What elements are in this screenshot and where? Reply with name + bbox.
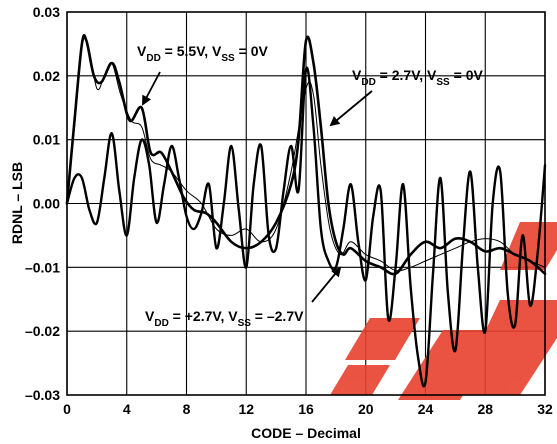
annotation-label: VDD​ = 5.5V, VSS​ = 0V — [137, 43, 268, 64]
annotations: VDD​ = 5.5V, VSS​ = 0V VDD​ = 2.7V, VSS​ … — [137, 43, 483, 329]
annotation-arrow — [142, 71, 161, 106]
y-tick-label: 0.03 — [33, 4, 60, 20]
watermark-logo — [330, 222, 557, 400]
y-tick-label: –0.01 — [25, 259, 60, 275]
annotation-arrow — [311, 266, 342, 303]
series-line-1 — [65, 34, 547, 276]
x-tick-label: 4 — [123, 401, 131, 417]
y-tick-label: –0.03 — [25, 387, 60, 403]
x-axis-title: CODE – Decimal — [251, 425, 361, 441]
watermark-shape — [345, 318, 420, 360]
y-tick-label: 0.02 — [33, 68, 60, 84]
x-tick-label: 20 — [358, 401, 374, 417]
annotation-label: VDD​ = +2.7V, VSS​ = –2.7V — [145, 308, 304, 329]
plot-frame — [66, 11, 546, 396]
x-tick-label: 24 — [418, 401, 434, 417]
x-tick-label: 16 — [298, 401, 314, 417]
annotation-label: VDD​ = 2.7V, VSS​ = 0V — [352, 67, 483, 88]
y-tick-label: 0.00 — [33, 196, 60, 212]
annotation-2: VDD​ = 2.7V, VSS​ = 0V — [329, 67, 483, 127]
y-axis-title: RDNL – LSB — [9, 162, 25, 244]
annotation-arrow — [329, 90, 373, 127]
y-tick-label: –0.02 — [25, 323, 60, 339]
watermark-shape — [500, 222, 557, 270]
series-layer — [65, 34, 547, 388]
watermark-shape — [455, 300, 557, 395]
x-tick-label: 12 — [238, 401, 254, 417]
y-tick-label: 0.01 — [33, 132, 60, 148]
x-tick-label: 28 — [477, 401, 493, 417]
watermark-shape — [330, 365, 390, 395]
annotation-3: VDD​ = +2.7V, VSS​ = –2.7V — [145, 266, 342, 329]
x-tick-label: 32 — [537, 401, 553, 417]
annotation-1: VDD​ = 5.5V, VSS​ = 0V — [137, 43, 268, 106]
x-tick-label: 0 — [63, 401, 71, 417]
tick-labels: 0 4 8 12 16 20 24 28 32 0.03 0.02 0.01 0.00 –0.01 –0.0… — [25, 4, 553, 417]
series-line-3 — [65, 66, 547, 388]
x-tick-label: 8 — [183, 401, 191, 417]
